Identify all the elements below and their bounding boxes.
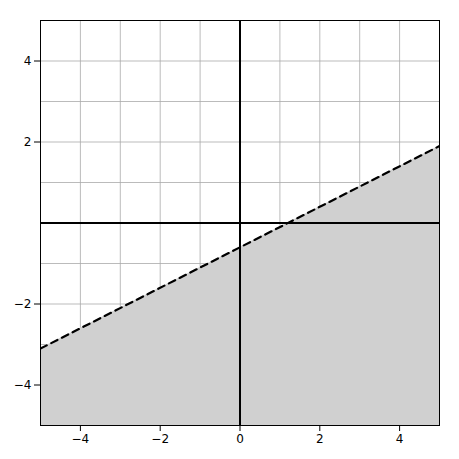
svg-text:2: 2	[24, 135, 32, 149]
svg-text:−2: −2	[14, 297, 32, 311]
svg-text:2: 2	[316, 432, 324, 446]
svg-text:−2: −2	[151, 432, 169, 446]
svg-text:4: 4	[24, 54, 32, 68]
svg-text:4: 4	[396, 432, 404, 446]
svg-text:0: 0	[236, 432, 244, 446]
svg-text:−4: −4	[14, 378, 32, 392]
svg-text:−4: −4	[72, 432, 90, 446]
